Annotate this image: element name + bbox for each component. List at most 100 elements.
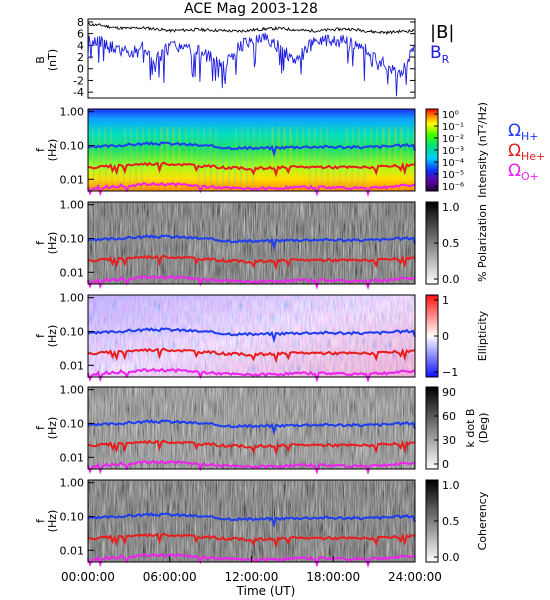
legend-b-total: |B| <box>430 22 454 43</box>
gyrofrequency-line-o <box>87 367 416 383</box>
series-line-br <box>87 32 415 97</box>
gyrofrequency-line-he <box>87 347 416 364</box>
colorbar-tick-label: 10⁰ <box>442 110 459 121</box>
colorbar-tick-label: 0.0 <box>442 273 460 286</box>
panel-intensity: 1.00 0.10 0.01 f (Hz) 10⁰10⁻¹10⁻²10⁻³10⁻⁴10⁻⁵… <box>34 102 489 198</box>
colorbar-tick-label: 10⁻⁴ <box>442 158 464 169</box>
colorbar <box>425 386 439 470</box>
y-tick-label: 0.01 <box>60 359 85 372</box>
y-tick-label: 1.00 <box>60 477 85 490</box>
colorbar-tick-label: 0 <box>442 330 449 343</box>
y-axis-label-bottom: (Hz) <box>46 232 59 255</box>
y-tick: -4 <box>73 86 415 99</box>
panel-frame <box>87 18 416 99</box>
colorbar-label: Intensity (nT²/Hz) <box>476 102 489 198</box>
legend-omega-o: ΩO+ <box>508 161 539 183</box>
y-tick-label: 8 <box>77 16 84 29</box>
y-tick-label: 0.01 <box>60 451 85 464</box>
gyrofrequency-line-h <box>87 327 416 344</box>
colorbar-tick-label: 1 <box>442 294 449 307</box>
panel-polarization: 1.00 0.10 0.01 f (Hz) 1.0 0.5 0.0 % Polarization <box>34 199 489 290</box>
panel-ellipticity: 1.00 0.10 0.01 f (Hz) 1 0 −1 Ellipticity <box>34 292 489 383</box>
y-tick: 8 <box>77 16 415 29</box>
y-axis-label-top: f <box>34 333 47 338</box>
legend-omega-h-symbol: Ω <box>508 121 521 141</box>
spectrogram-texture <box>88 480 415 562</box>
y-tick-label: 0.01 <box>60 173 85 186</box>
panel-frame <box>87 386 416 470</box>
gyrofrequency-line-he <box>87 532 416 549</box>
x-tick-label: 00:00:00 <box>61 570 115 584</box>
colorbar-tick-label: 60 <box>442 410 456 423</box>
colorbar-tick-label: 1.0 <box>442 479 460 492</box>
x-tick-label: 12:00:00 <box>225 570 279 584</box>
spectrogram-texture <box>88 295 415 377</box>
colorbar-tick-label: 10⁻⁵ <box>442 170 464 181</box>
colorbar-label-top: k dot B <box>464 409 477 448</box>
y-tick-label: 0.10 <box>60 325 85 338</box>
y-tick-label: -2 <box>73 74 84 87</box>
y-tick-label: 0.10 <box>60 417 85 430</box>
y-axis-label-top: B <box>34 56 47 64</box>
y-tick: -2 <box>73 74 415 87</box>
figure-title: ACE Mag 2003-128 <box>184 1 318 17</box>
panel-k-dot-b: 1.00 0.10 0.01 f (Hz) 90 60 30 0 k dot B (Deg) <box>34 384 490 475</box>
spectrogram-texture <box>88 202 415 284</box>
y-tick-label: 0.10 <box>60 510 85 523</box>
gyrofrequency-line-o <box>87 459 416 475</box>
legend-omega-h-sub: H+ <box>521 130 539 143</box>
spectrogram <box>88 109 415 191</box>
legend-omega-he-sub: He+ <box>521 150 545 163</box>
colorbar-tick-label: 0.5 <box>442 237 460 250</box>
x-tick-label: 06:00:00 <box>143 570 197 584</box>
gyrofrequency-line-h <box>87 419 416 436</box>
legend-omega-h: ΩH+ <box>508 121 539 143</box>
legend-b-radial-sub: R <box>442 53 450 66</box>
y-axis-label-top: f <box>34 425 47 430</box>
colorbar-tick-label: 10⁻¹ <box>442 122 464 133</box>
colorbar-tick-label: 0.0 <box>442 551 460 564</box>
gyrofrequency-line-he <box>87 161 416 178</box>
colorbar-label-bottom: (Deg) <box>477 413 490 444</box>
y-axis-label-top: f <box>34 518 47 523</box>
colorbar-tick-label: 10⁻² <box>442 134 464 145</box>
y-axis-label-bottom: (Hz) <box>46 510 59 533</box>
y-axis-label-top: f <box>34 147 47 152</box>
gyrofrequency-line-he <box>87 439 416 456</box>
x-axis: 00:00:00 06:00:00 12:00:00 18:00:00 24:00:00 <box>61 556 442 584</box>
y-axis-label-bottom: (Hz) <box>46 417 59 440</box>
colorbar-tick-label: 10⁻³ <box>442 146 464 157</box>
gyrofrequency-line-o <box>87 274 416 290</box>
x-axis-label: Time (UT) <box>236 584 296 598</box>
colorbar-tick-label: −1 <box>442 366 458 379</box>
omega-legend: ΩH+ ΩHe+ ΩO+ <box>508 121 545 183</box>
y-tick-label: 0.01 <box>60 266 85 279</box>
gyrofrequency-line-he <box>87 254 416 271</box>
y-tick-label: 0.01 <box>60 544 85 557</box>
y-axis-label-bottom: (Hz) <box>46 139 59 162</box>
y-tick-label: 0.10 <box>60 232 85 245</box>
panel-frame <box>87 108 416 192</box>
legend-b-radial: BR <box>430 43 450 66</box>
legend-omega-o-symbol: Ω <box>508 161 521 181</box>
colorbar-tick-label: 0 <box>442 458 449 471</box>
y-tick-label: 6 <box>77 28 84 41</box>
y-tick-label: -4 <box>73 86 84 99</box>
colorbar-tick-label: 30 <box>442 434 456 447</box>
y-tick-label: 1.00 <box>60 384 85 397</box>
colorbar-tick-label: 1.0 <box>442 201 460 214</box>
series-line-b-total <box>87 22 415 35</box>
panel-frame <box>87 294 416 378</box>
legend-b-radial-main: B <box>430 43 442 63</box>
colorbar-tick-label: 10⁻⁶ <box>442 182 464 193</box>
panel-coherency: 1.00 0.10 0.01 f (Hz) 1.0 0.5 0.0 Coherency <box>34 477 489 568</box>
x-tick-label: 18:00:00 <box>306 570 360 584</box>
y-axis-label-top: f <box>34 240 47 245</box>
y-tick-label: 2 <box>77 51 84 64</box>
y-tick-label: 0 <box>77 63 84 76</box>
panel-frame <box>87 201 416 285</box>
gyrofrequency-line-h <box>87 234 416 251</box>
legend-omega-o-sub: O+ <box>521 170 539 183</box>
